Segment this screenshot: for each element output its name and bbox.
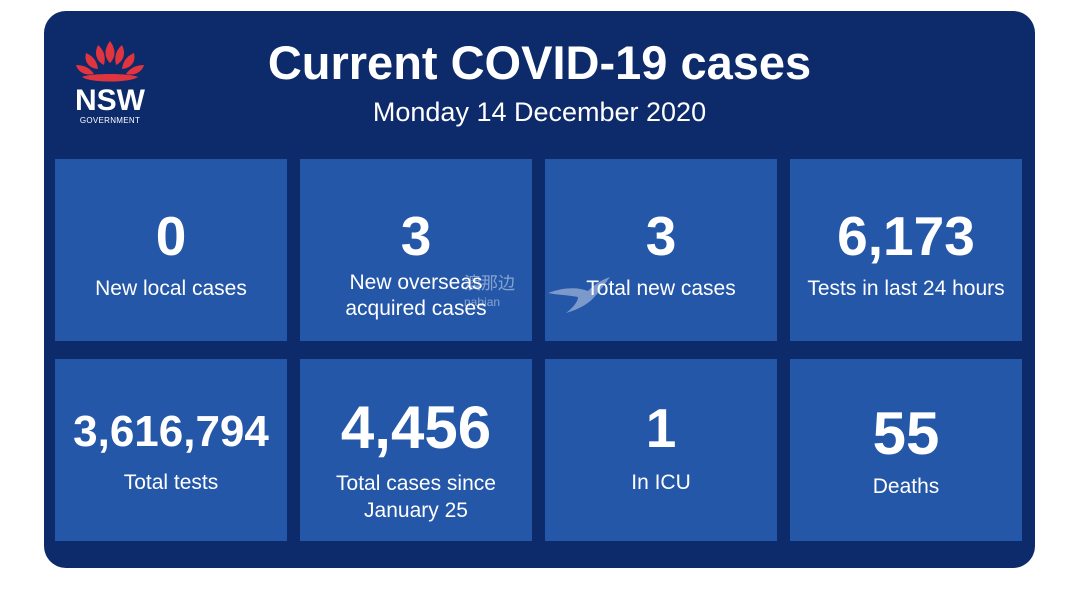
stat-value: 1 xyxy=(645,397,677,459)
stat-tile-new-overseas-cases: 3 New overseas acquired cases xyxy=(300,159,532,341)
stat-label-line-1: Total cases since xyxy=(336,472,496,495)
stat-value: 6,173 xyxy=(837,205,975,267)
stat-value: 3,616,794 xyxy=(73,407,269,456)
stat-label-line-1: New overseas xyxy=(349,271,483,294)
logo-wordmark: NSW xyxy=(75,84,145,117)
stat-value: 55 xyxy=(872,400,940,467)
stat-label: Total tests xyxy=(123,471,219,494)
stat-tile-deaths: 55 Deaths xyxy=(790,359,1022,541)
stat-value: 0 xyxy=(155,205,187,267)
stat-tile-total-new-cases: 3 Total new cases xyxy=(545,159,777,341)
waratah-flower-icon xyxy=(76,41,144,82)
stat-tile-total-cases-since: 4,456 Total cases since January 25 xyxy=(300,359,532,541)
stat-tile-in-icu: 1 In ICU xyxy=(545,359,777,541)
stat-label: Tests in last 24 hours xyxy=(807,277,1005,300)
stat-value: 4,456 xyxy=(340,394,492,461)
covid-stats-panel: NSW GOVERNMENT Current COVID-19 cases Mo… xyxy=(44,11,1035,568)
stat-label: Total new cases xyxy=(586,277,736,300)
logo-subtext: GOVERNMENT xyxy=(79,116,141,125)
stat-tile-tests-24h: 6,173 Tests in last 24 hours xyxy=(790,159,1022,341)
stat-label-line-2: January 25 xyxy=(364,499,468,522)
stat-label: In ICU xyxy=(631,471,691,494)
stat-tile-total-tests: 3,616,794 Total tests xyxy=(55,359,287,541)
stat-value: 3 xyxy=(645,205,677,267)
nsw-government-logo: NSW GOVERNMENT xyxy=(68,39,152,129)
stat-value: 3 xyxy=(400,205,432,267)
stat-label: New local cases xyxy=(95,277,247,300)
page-title: Current COVID-19 cases xyxy=(267,36,812,89)
report-date: Monday 14 December 2020 xyxy=(372,97,707,127)
stat-label: Deaths xyxy=(872,475,940,498)
stat-tile-new-local-cases: 0 New local cases xyxy=(55,159,287,341)
stat-label-line-2: acquired cases xyxy=(345,297,487,320)
bird-swoosh-icon xyxy=(548,277,610,313)
